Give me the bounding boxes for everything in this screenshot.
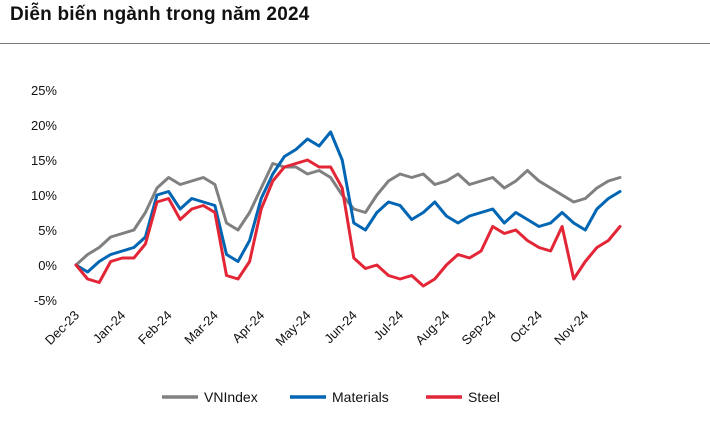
x-tick-label: Apr-24 [229, 308, 267, 346]
y-tick-label: 5% [38, 223, 57, 238]
y-tick-label: -5% [34, 293, 58, 308]
chart-title: Diễn biến ngành trong năm 2024 [10, 4, 310, 25]
x-tick-label: Jul-24 [371, 308, 407, 344]
series-line-materials [74, 130, 622, 274]
legend-label: VNIndex [204, 389, 258, 405]
x-tick-label: Jun-24 [321, 308, 360, 347]
x-tick-label: May-24 [272, 308, 313, 349]
x-tick-label: Sep-24 [459, 308, 499, 348]
x-axis: Dec-23 Jan-24 Feb-24 Mar-24 Apr-24 May-24 Jun-… [42, 308, 592, 349]
title-divider [0, 43, 710, 44]
y-tick-label: 0% [38, 258, 57, 273]
legend: VNIndex Materials Steel [162, 389, 500, 405]
x-tick-label: Jan-24 [90, 308, 129, 347]
x-tick-label: Mar-24 [181, 308, 221, 348]
legend-label: Steel [468, 389, 500, 405]
y-axis: 25% 20% 15% 10% 5% 0% -5% [31, 83, 57, 308]
x-tick-label: Nov-24 [551, 308, 591, 348]
y-tick-label: 25% [31, 83, 57, 98]
x-tick-label: Oct-24 [507, 308, 545, 346]
y-tick-label: 15% [31, 153, 57, 168]
x-tick-label: Dec-23 [42, 308, 82, 348]
y-tick-label: 10% [31, 188, 57, 203]
legend-label: Materials [332, 389, 389, 405]
series-lines [74, 130, 622, 288]
x-tick-label: Feb-24 [135, 308, 175, 348]
series-line-vnindex [74, 162, 622, 267]
x-tick-label: Aug-24 [412, 308, 452, 348]
y-tick-label: 20% [31, 118, 57, 133]
series-line-steel [74, 158, 622, 288]
